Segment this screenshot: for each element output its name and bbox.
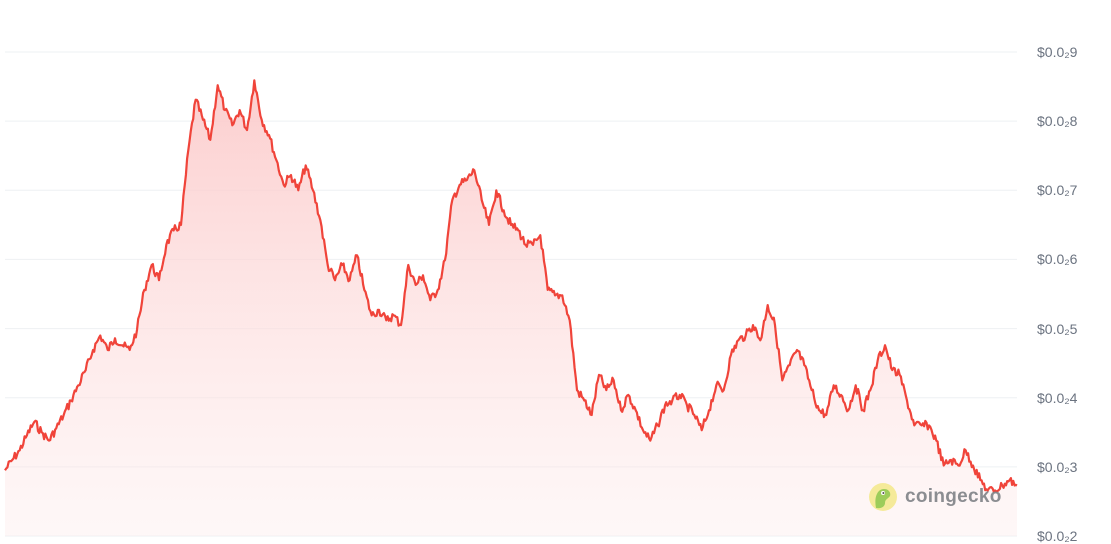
y-tick-label: $0.0₂3 xyxy=(1037,458,1078,475)
y-tick-label: $0.0₂2 xyxy=(1037,528,1078,544)
y-tick-label: $0.0₂6 xyxy=(1037,251,1078,268)
price-area-fill xyxy=(5,80,1017,537)
y-tick-label: $0.0₂4 xyxy=(1037,389,1078,406)
y-tick-label: $0.0₂9 xyxy=(1037,44,1078,60)
y-tick-label: $0.0₂5 xyxy=(1037,320,1078,337)
gecko-logo-icon xyxy=(869,483,897,511)
price-line xyxy=(4,79,1018,493)
y-tick-label: $0.0₂7 xyxy=(1037,182,1078,199)
watermark-text: coingecko xyxy=(905,486,1002,507)
y-tick-label: $0.0₂8 xyxy=(1037,113,1078,130)
coingecko-watermark: coingecko xyxy=(868,482,1002,512)
